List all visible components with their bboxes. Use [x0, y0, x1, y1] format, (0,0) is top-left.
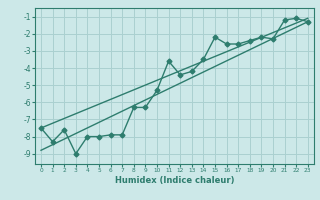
X-axis label: Humidex (Indice chaleur): Humidex (Indice chaleur) [115, 176, 234, 185]
